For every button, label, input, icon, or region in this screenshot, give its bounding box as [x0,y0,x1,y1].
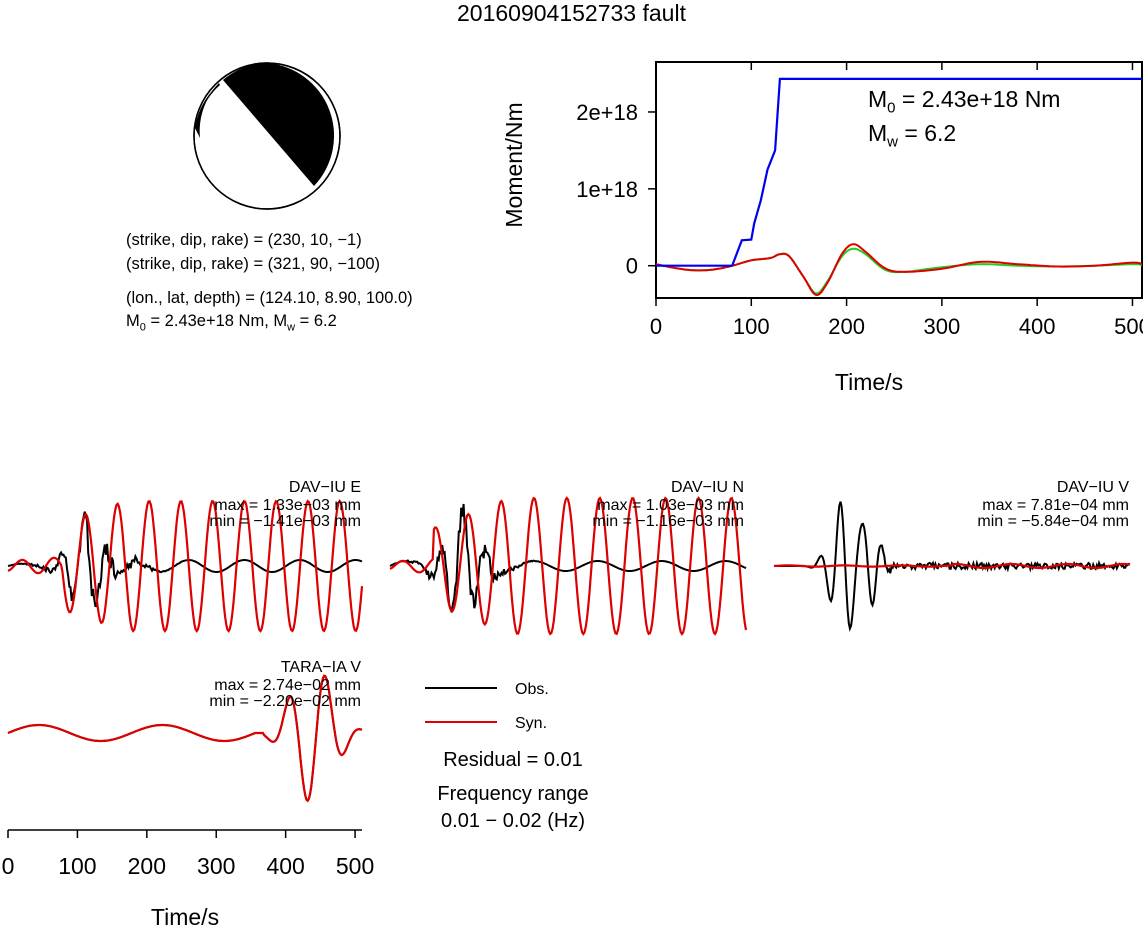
beachball-diagram [193,62,341,210]
moment-xtick-label: 100 [733,314,770,339]
moment-xtick-label: 500 [1114,314,1143,339]
panel-dav-v-obs-trace [774,501,1131,632]
panel-dav-e [7,499,364,633]
hypocenter-info: (lon., lat, depth) = (124.10, 8.90, 100.… [126,289,413,307]
station-max-dav-v: max = 7.81e−04 mm [982,497,1129,514]
waveform-xtick-label: 200 [128,853,166,879]
moment-annotation-mw: Mw = 6.2 [868,120,957,151]
panel-tara-v [7,674,363,803]
moment-xlabel: Time/s [835,369,903,395]
station-label-dav-n: DAV−IU N [670,479,744,496]
moment-chart: 0 100 200 300 400 500 0 1e+18 2e+18 Moment/Nm Time… [501,61,1143,395]
moment-xtick-label: 300 [924,314,961,339]
moment-annotation-m0: M0 = 2.43e+18 Nm [868,86,1061,117]
moment-ylabel: Moment/Nm [501,102,527,227]
station-label-dav-e: DAV−IU E [288,479,361,496]
station-min-dav-e: min = −1.41e−03 mm [209,513,361,530]
station-min-tara-v: min = −2.20e−02 mm [209,693,361,710]
panel-dav-n-syn-trace [389,496,748,636]
panel-tara-v-syn-trace [7,674,363,803]
legend-obs-label: Obs. [515,681,549,698]
waveform-xtick-label: 500 [336,853,374,879]
legend-syn-label: Syn. [515,715,548,732]
panel-dav-n [389,496,748,636]
legend-swatches [425,687,497,723]
cumulative-moment-line [656,77,1142,267]
panel-dav-v-syn-trace [773,562,1131,570]
page-title: 20160904152733 fault [457,0,686,26]
frequency-range-value: 0.01 − 0.02 (Hz) [441,810,585,832]
waveform-xtick-label: 300 [197,853,235,879]
waveform-xlabel: Time/s [151,904,219,927]
frequency-range-title: Frequency range [437,783,589,805]
moment-plot-frame [655,61,1143,299]
station-max-dav-e: max = 1.33e−03 mm [214,497,361,514]
waveform-xtick-label: 100 [58,853,96,879]
moment-xtick-label: 0 [650,314,662,339]
moment-ytick-label: 2e+18 [576,100,638,125]
waveform-xtick-label: 0 [2,853,15,879]
panel-dav-e-syn-trace [7,499,364,633]
waveform-panels: 0 100 200 300 400 500 Time/s [2,496,1131,927]
station-label-tara-v: TARA−IA V [280,659,361,676]
waveform-xtick-label: 400 [266,853,304,879]
moment-xtick-label: 200 [828,314,865,339]
moment-ytick-label: 0 [626,254,638,279]
moment-magnitude-info: M0 = 2.43e+18 Nm, Mw = 6.2 [126,312,337,334]
panel-dav-e-obs-trace [7,511,363,608]
station-max-tara-v: max = 2.74e−02 mm [214,677,361,694]
moment-xtick-label: 400 [1019,314,1056,339]
station-min-dav-n: min = −1.16e−03 mm [592,513,744,530]
moment-ytick-label: 1e+18 [576,177,638,202]
nodal-plane-1: (strike, dip, rake) = (230, 10, −1) [126,231,362,249]
residual-text: Residual = 0.01 [443,749,583,771]
nodal-plane-2: (strike, dip, rake) = (321, 90, −100) [126,255,381,273]
station-label-dav-v: DAV−IU V [1056,479,1129,496]
beachball-compressional-sliver [195,83,219,138]
station-max-dav-n: max = 1.03e−03 mm [597,497,744,514]
beachball-compressional-quadrant [223,63,335,186]
moment-rate-red-line [655,243,1143,297]
station-min-dav-v: min = −5.84e−04 mm [977,513,1129,530]
panel-dav-v [773,501,1131,632]
